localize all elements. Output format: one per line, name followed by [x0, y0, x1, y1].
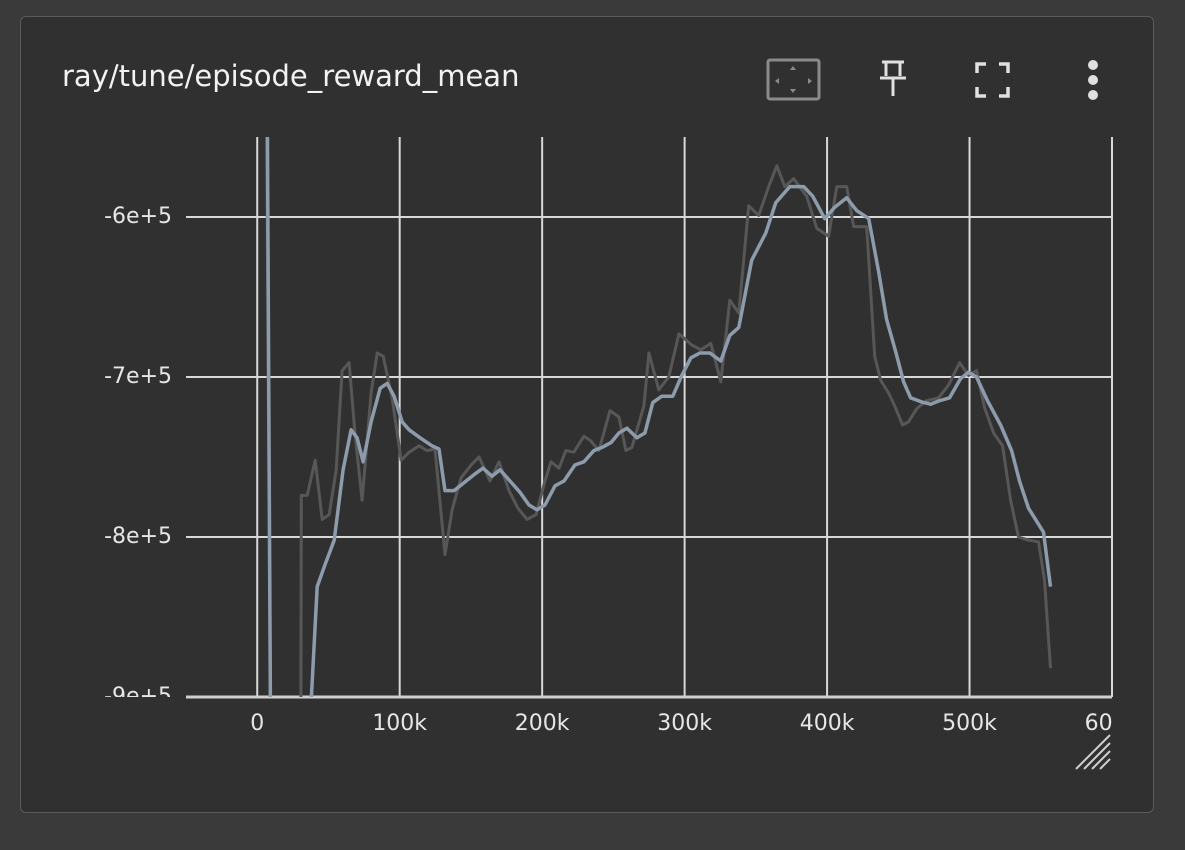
x-tick-label: 200k: [515, 711, 570, 736]
x-tick-label: 0: [250, 711, 264, 736]
y-tick-label: -9e+5: [104, 684, 172, 709]
x-tick-label: 600k: [1085, 711, 1140, 736]
chart-card: [20, 16, 1154, 813]
chart-title: ray/tune/episode_reward_mean: [62, 59, 519, 93]
more-menu-button[interactable]: [1088, 60, 1098, 100]
x-tick-label: 500k: [942, 711, 997, 736]
pin-button[interactable]: [880, 60, 906, 96]
series-line: [265, 137, 1053, 697]
y-tick-label: -6e+5: [104, 204, 172, 229]
series-line: [265, 137, 1052, 697]
y-tick-label: -7e+5: [104, 364, 172, 389]
fullscreen-button[interactable]: [975, 62, 1010, 98]
y-tick-label: -8e+5: [104, 524, 172, 549]
x-tick-label: 400k: [800, 711, 855, 736]
resize-handle[interactable]: [1075, 734, 1111, 770]
x-tick-label: 100k: [372, 711, 427, 736]
x-tick-label: 300k: [657, 711, 712, 736]
fit-domain-button[interactable]: [766, 58, 821, 101]
